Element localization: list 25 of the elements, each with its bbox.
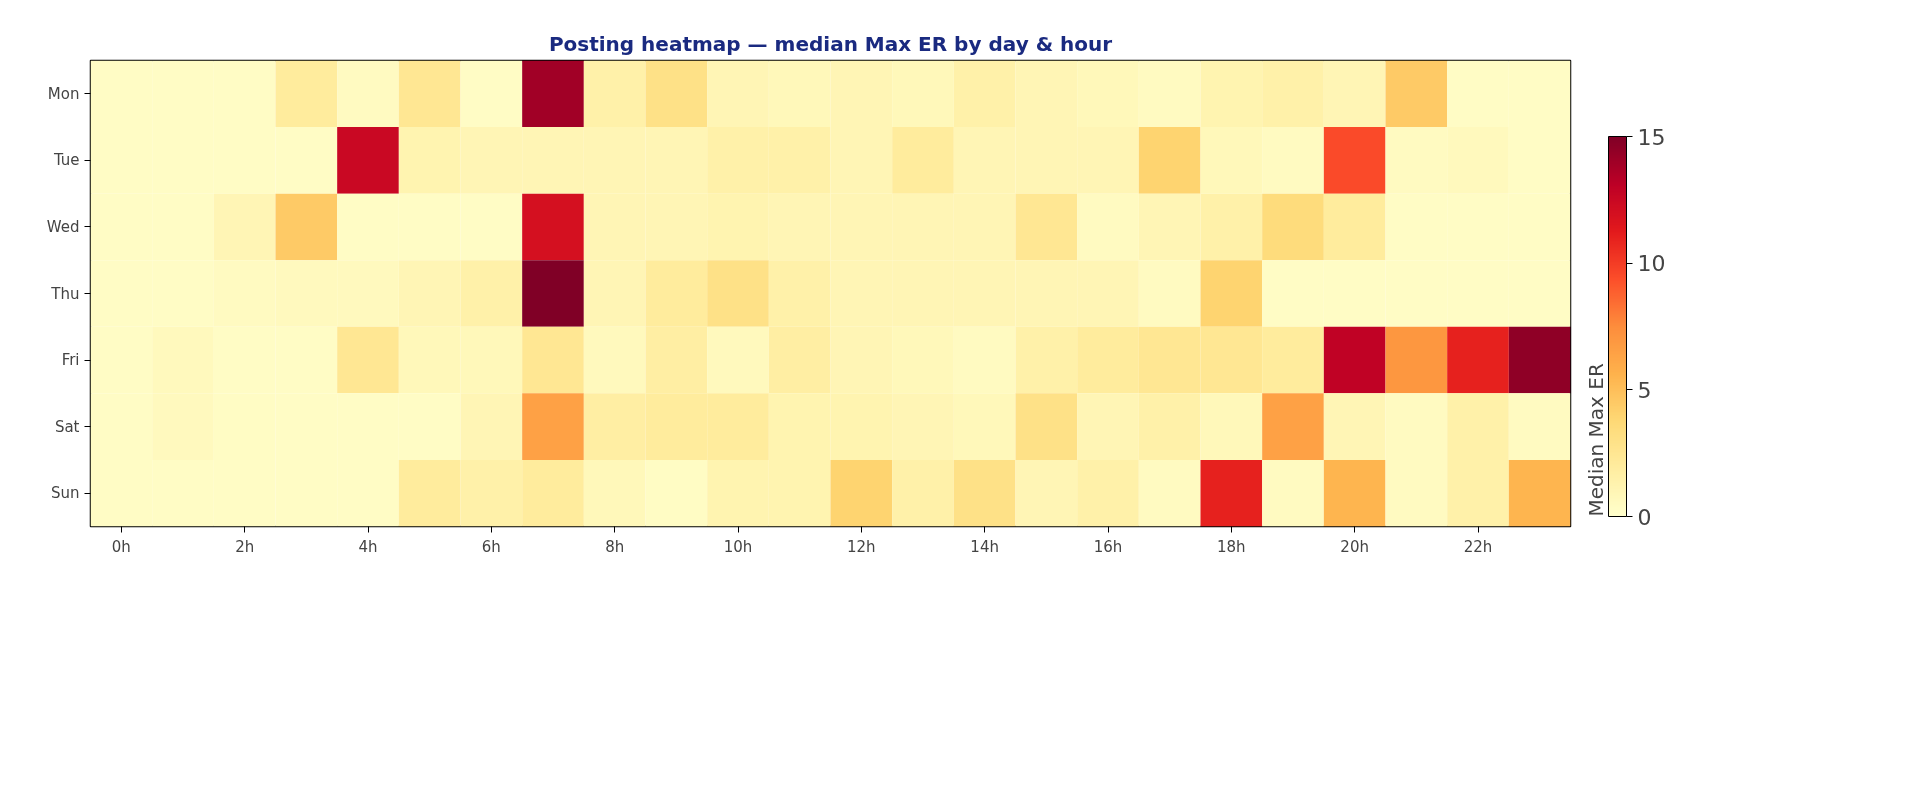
x-tick-label: 0h: [111, 537, 131, 556]
x-tick-label: 10h: [723, 537, 753, 556]
y-tick-label: Sun: [50, 484, 80, 503]
color-bar-label: 10: [1637, 251, 1666, 277]
y-tick-label: Sat: [54, 417, 80, 436]
color-bar-label: 5: [1637, 377, 1652, 403]
y-tick-label: Thu: [50, 284, 80, 303]
x-tick-label: 8h: [605, 537, 625, 556]
y-tick-label: Wed: [46, 217, 80, 236]
color-bar-label: 15: [1637, 124, 1666, 150]
x-tick-label: 16h: [1093, 537, 1123, 556]
x-tick-label: 12h: [847, 537, 876, 556]
x-tick-label: 20h: [1340, 537, 1369, 556]
color-bar-label: 0: [1637, 504, 1652, 530]
x-tick-label: 14h: [970, 537, 999, 556]
x-tick-label: 6h: [481, 537, 501, 556]
x-tick-label: 2h: [235, 537, 255, 556]
chart-title: Posting heatmap — median Max ER by day & hour: [548, 31, 1113, 56]
y-tick-label: Mon: [47, 84, 80, 103]
y-tick-label: Tue: [52, 151, 80, 170]
x-tick-label: 22h: [1463, 537, 1493, 556]
x-tick-label: 4h: [358, 537, 378, 556]
x-tick-label: 18h: [1217, 537, 1246, 556]
y-tick-label: Fri: [61, 351, 80, 370]
color-bar-title: Median Max ER: [1583, 363, 1608, 517]
